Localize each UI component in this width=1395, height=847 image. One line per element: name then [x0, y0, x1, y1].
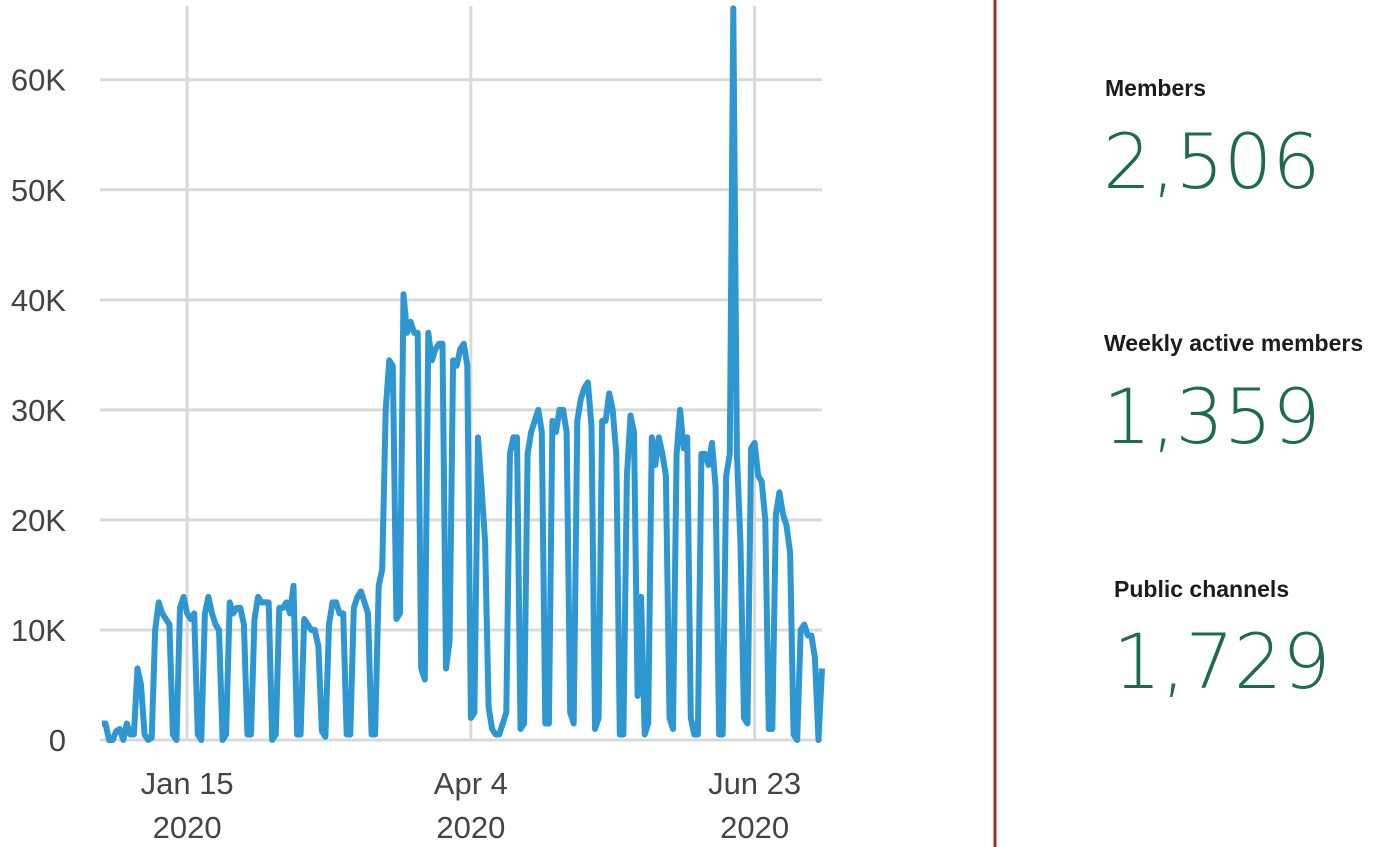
stat-value: 1,359: [1103, 372, 1321, 461]
x-tick-label: 2020: [436, 810, 505, 845]
y-tick-label: 50K: [11, 173, 66, 208]
y-tick-label: 10K: [11, 613, 66, 648]
stat-value: 1,729: [1113, 617, 1331, 706]
y-tick-label: 40K: [11, 283, 66, 318]
data-line: [102, 5, 825, 743]
y-tick-label: 20K: [11, 503, 66, 538]
y-tick-label: 30K: [11, 393, 66, 428]
x-tick-label: Jun 23: [708, 766, 801, 801]
stat-label: Weekly active members: [1104, 330, 1363, 356]
x-tick-label: 2020: [720, 810, 789, 845]
x-tick-label: Apr 4: [434, 766, 508, 801]
stat-label: Public channels: [1114, 576, 1289, 602]
y-tick-label: 60K: [11, 63, 66, 98]
stat-label: Members: [1105, 75, 1206, 101]
stat-value: 2,506: [1103, 117, 1321, 206]
x-tick-label: Jan 15: [141, 766, 234, 801]
y-tick-label: 0: [49, 723, 66, 758]
x-tick-label: 2020: [153, 810, 222, 845]
